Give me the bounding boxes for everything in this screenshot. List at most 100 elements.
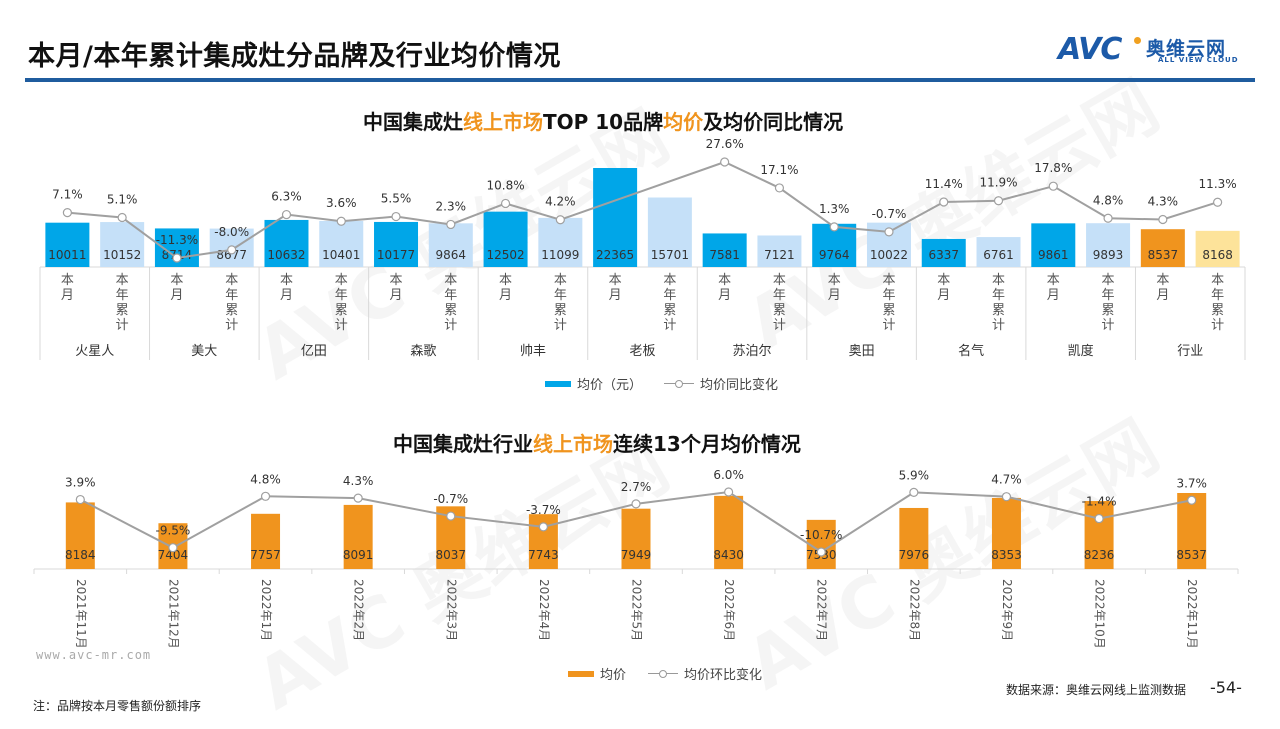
mom-label: 6.0%: [713, 468, 744, 482]
line-point: [720, 157, 730, 167]
bar-value-label: 6761: [983, 248, 1014, 262]
bar: [65, 502, 95, 569]
bar-value-label: 8091: [343, 548, 374, 562]
yoy-label: 17.1%: [760, 163, 798, 177]
yoy-label: 4.3%: [1148, 195, 1179, 209]
bar-value-label: 8430: [713, 548, 744, 562]
title-highlight: 均价: [663, 110, 704, 134]
brand-label: 名气: [958, 343, 984, 359]
legend-line-marker-icon: [648, 668, 679, 680]
bar-value-label: 10152: [103, 248, 141, 262]
yoy-label: 11.4%: [925, 177, 963, 191]
page-title: 本月/本年累计集成灶分品牌及行业均价情况: [28, 41, 561, 72]
line-point: [62, 207, 72, 218]
bar-value-label: 10177: [377, 248, 415, 262]
line-point: [446, 511, 456, 521]
line-point: [500, 198, 511, 209]
logo-dot-icon: [1134, 37, 1141, 44]
yoy-label: -11.3%: [156, 233, 198, 247]
bar: [921, 238, 966, 267]
brand-label: 苏泊尔: [733, 343, 772, 359]
bar-value-label: 9893: [1093, 248, 1124, 262]
line-point: [1103, 213, 1113, 223]
sub-category-label: 本: [1156, 273, 1169, 288]
sub-category-label: 年: [554, 288, 567, 303]
sub-category-label: 本: [225, 273, 238, 288]
title-highlight: 线上市场: [463, 110, 543, 134]
sub-category-label: 年: [116, 288, 129, 303]
sub-category-label: 月: [828, 288, 841, 303]
month-label: 2022年5月: [630, 579, 644, 641]
bar: [1177, 493, 1207, 569]
mom-label: 4.3%: [343, 474, 374, 488]
sub-category-label: 本: [499, 273, 512, 288]
sub-category-label: 计: [335, 318, 348, 333]
bar-value-label: 10011: [48, 248, 86, 262]
line-point: [538, 522, 548, 532]
sub-category-label: 本: [609, 273, 622, 288]
chart1-title: 中国集成灶线上市场TOP 10品牌均价及均价同比情况: [363, 106, 843, 135]
data-source: 数据来源：奥维云网线上监测数据: [1006, 683, 1187, 697]
logo-chinese-name: 奥维云网: [1146, 38, 1227, 60]
bar: [264, 219, 309, 267]
sub-category-label: 年: [773, 288, 786, 303]
mom-label: 3.7%: [1176, 476, 1207, 490]
sub-category-label: 累: [116, 303, 129, 318]
sub-category-label: 累: [225, 303, 238, 318]
line-point: [1094, 513, 1104, 524]
brand-label: 行业: [1177, 344, 1203, 359]
sub-category-label: 计: [773, 318, 786, 333]
sub-category-label: 本: [554, 273, 567, 288]
month-label: 2022年4月: [537, 579, 551, 641]
sub-category-label: 本: [444, 273, 457, 288]
mom-label: 2.7%: [621, 480, 652, 494]
chart2-legend: 均价 均价环比变化: [568, 664, 762, 683]
title-text: 中国集成灶: [363, 110, 463, 134]
bar: [593, 168, 638, 267]
sub-category-label: 本: [828, 273, 841, 288]
month-label: 2022年6月: [722, 579, 736, 641]
bar-value-label: 10401: [322, 248, 360, 262]
sub-category-label: 累: [992, 303, 1005, 318]
sub-category-label: 本: [882, 273, 895, 288]
bar-value-label: 8537: [1176, 548, 1207, 562]
line-point: [446, 219, 456, 230]
bar-value-label: 7949: [621, 548, 652, 562]
bar-value-label: 9864: [436, 248, 467, 262]
sub-category-label: 计: [225, 318, 238, 333]
line-point: [884, 227, 894, 237]
sub-category-label: 累: [554, 303, 567, 318]
mom-label: -3.7%: [526, 503, 561, 517]
sub-category-label: 累: [663, 303, 676, 318]
sub-category-label: 本: [390, 273, 403, 288]
line-point: [227, 245, 237, 255]
legend-label-mom: 均价环比变化: [684, 668, 763, 683]
bar: [1031, 223, 1076, 267]
sub-category-label: 计: [554, 318, 567, 333]
bar-value-label: 8168: [1202, 248, 1233, 262]
bar: [483, 211, 528, 267]
bar-value-label: 9764: [819, 248, 850, 262]
yoy-label: 7.1%: [52, 188, 83, 202]
bar: [428, 223, 473, 267]
bar-value-label: 10022: [870, 248, 908, 262]
line-point: [909, 487, 919, 497]
yoy-label: 17.8%: [1034, 161, 1072, 175]
mom-label: -10.7%: [800, 528, 842, 542]
yoy-label: 4.8%: [1093, 193, 1124, 207]
month-label: 2022年3月: [444, 579, 458, 641]
line-point: [75, 494, 85, 505]
sub-category-label: 年: [882, 288, 895, 303]
sub-category-label: 计: [1211, 318, 1224, 333]
sub-category-label: 年: [1102, 288, 1115, 303]
sub-category-label: 累: [1102, 303, 1115, 318]
sub-category-label: 计: [444, 318, 457, 333]
sub-category-label: 年: [225, 288, 238, 303]
bar: [714, 495, 744, 569]
sub-category-label: 月: [390, 288, 403, 303]
legend-bar-swatch: [568, 670, 594, 677]
sub-category-label: 月: [280, 288, 293, 303]
yoy-label: 27.6%: [706, 137, 744, 151]
sub-category-label: 本: [280, 273, 293, 288]
sub-category-label: 月: [61, 288, 74, 303]
